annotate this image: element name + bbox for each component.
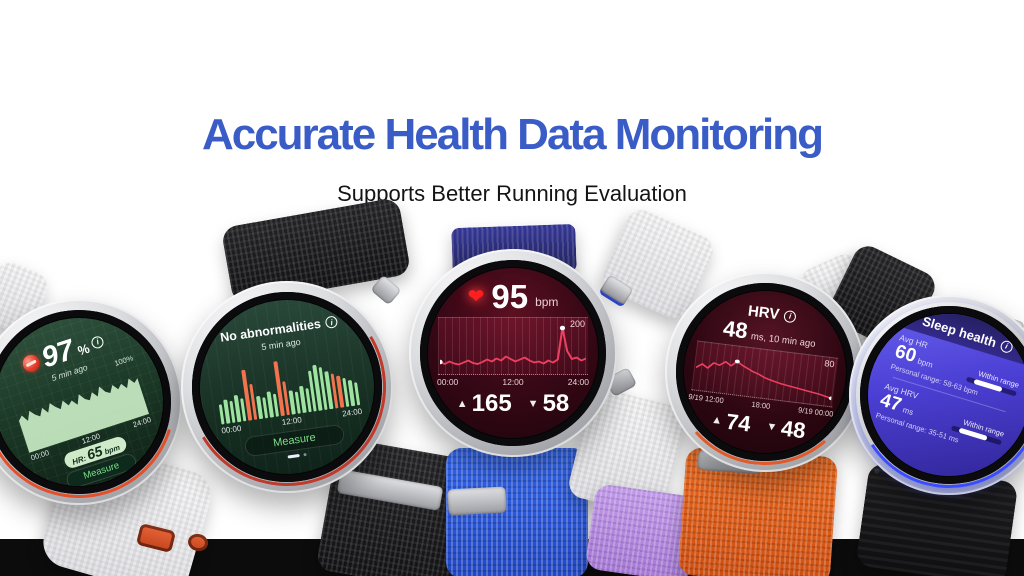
watch1-case: 97 % i 5 min ago 100% 00:00 12:00 24:00 … xyxy=(0,272,209,532)
hrv-min-value: 48 xyxy=(779,415,808,444)
watch3-screen: ❤ 95 bpm 200 00:00 12:00 24:00 ▲ 165 xyxy=(420,260,606,446)
hr-min-max: ▲ 165 ▼ 58 xyxy=(457,390,570,418)
info-icon: i xyxy=(999,338,1015,354)
watch2-screen: No abnormalities i 5 min ago 00:00 12:00… xyxy=(192,292,382,482)
x-tick: 9/19 12:00 xyxy=(687,391,725,406)
spo2-chart xyxy=(13,363,150,453)
info-icon: i xyxy=(783,309,797,323)
page-indicator xyxy=(287,453,307,459)
arrow-up-icon: ▲ xyxy=(456,398,468,410)
arrow-down-icon: ▼ xyxy=(765,420,778,434)
hr-min-value: 58 xyxy=(542,390,570,417)
watch1-spo2-content: 97 % i 5 min ago 100% 00:00 12:00 24:00 … xyxy=(0,310,171,494)
hrv-max-value: 74 xyxy=(724,408,753,437)
watch2-ecg-content: No abnormalities i 5 min ago 00:00 12:00… xyxy=(192,292,382,482)
watch5-case: Sleep health i Avg HR 60 bpm Within rang… xyxy=(838,284,1024,506)
x-tick: 18:00 xyxy=(751,399,771,411)
watch3-heart-rate-content: ❤ 95 bpm 200 00:00 12:00 24:00 ▲ 165 xyxy=(428,268,598,438)
watch2-case: No abnormalities i 5 min ago 00:00 12:00… xyxy=(166,266,408,508)
heart-rate-line-chart xyxy=(440,322,586,372)
x-tick: 00:00 xyxy=(437,377,459,387)
page-title: Accurate Health Data Monitoring xyxy=(201,110,824,159)
arrow-down-icon: ▼ xyxy=(527,398,539,410)
x-tick: 9/19 00:00 xyxy=(797,405,834,419)
hrv-value: 48 xyxy=(721,315,750,344)
heart-rate-unit: bpm xyxy=(535,294,559,309)
info-icon: i xyxy=(90,334,106,350)
sleep-row-unit: ms xyxy=(901,405,915,418)
page-indicator-active xyxy=(287,453,300,459)
page-subtitle: Supports Better Running Evaluation xyxy=(337,181,687,206)
page-indicator-dot xyxy=(302,453,307,457)
spo2-unit: % xyxy=(75,340,92,359)
hr-max-value: 165 xyxy=(471,390,512,417)
sleep-row-unit: bpm xyxy=(916,356,934,370)
watch4-screen: HRV i 48 ms, 10 min ago 80 9/19 12:00 18… xyxy=(676,283,854,461)
watch5-sleep-content: Sleep health i Avg HR 60 bpm Within rang… xyxy=(860,306,1024,484)
x-tick: 12:00 xyxy=(281,415,303,428)
x-tick: 24:00 xyxy=(567,377,589,387)
watch4-case: HRV i 48 ms, 10 min ago 80 9/19 12:00 18… xyxy=(665,272,865,472)
ecg-timestamp: 5 min ago xyxy=(260,336,302,353)
heart-icon: ❤ xyxy=(467,285,485,308)
hr-label: HR: xyxy=(71,453,88,467)
x-tick: 00:00 xyxy=(220,423,242,436)
x-tick: 12:00 xyxy=(502,377,524,387)
x-tick: 24:00 xyxy=(341,406,363,419)
hr-value: 65 xyxy=(84,442,105,463)
arrow-up-icon: ▲ xyxy=(710,413,723,428)
hr-unit: bpm xyxy=(103,442,122,457)
watch3-buckle xyxy=(447,486,507,516)
hr-ymax-label: 200 xyxy=(569,319,585,329)
info-icon: i xyxy=(324,315,339,329)
watch4-hrv-content: HRV i 48 ms, 10 min ago 80 9/19 12:00 18… xyxy=(676,283,854,461)
hr-x-axis: 00:00 12:00 24:00 xyxy=(437,377,589,387)
watch5-screen: Sleep health i Avg HR 60 bpm Within rang… xyxy=(860,306,1024,484)
spo2-drop-icon xyxy=(20,352,42,375)
watch3-case: ❤ 95 bpm 200 00:00 12:00 24:00 ▲ 165 xyxy=(409,249,617,457)
heart-rate-value: 95 xyxy=(491,278,529,315)
hrv-value-suffix: ms, 10 min ago xyxy=(750,331,817,350)
watch1-screen: 97 % i 5 min ago 100% 00:00 12:00 24:00 … xyxy=(0,310,171,494)
hrv-line-chart xyxy=(694,346,836,405)
